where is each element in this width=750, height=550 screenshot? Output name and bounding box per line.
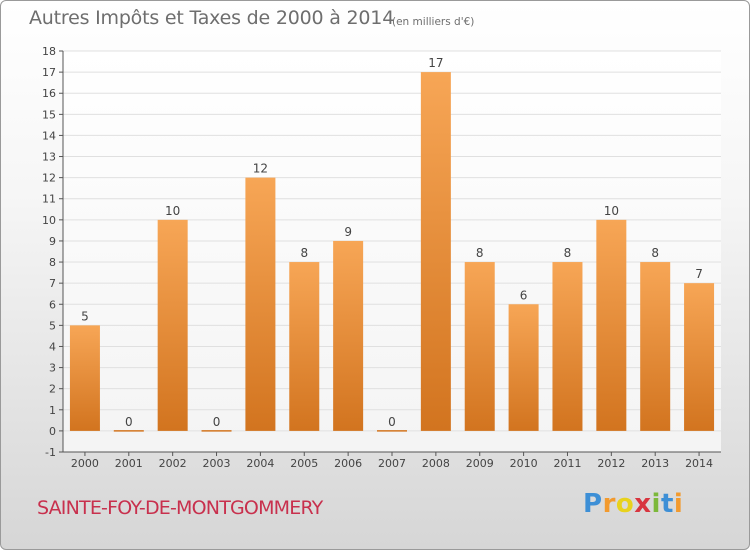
bar (289, 262, 320, 431)
data-label: 10 (604, 204, 619, 218)
chart-title: Autres Impôts et Taxes de 2000 à 2014 (29, 7, 395, 29)
y-tick-label: 10 (42, 214, 56, 227)
bar (640, 262, 671, 431)
y-tick-label: 11 (42, 193, 56, 206)
bar (157, 219, 188, 431)
logo-letter: x (634, 489, 652, 519)
y-tick-label: 13 (42, 151, 56, 164)
y-tick-label: 17 (42, 66, 56, 79)
y-tick-label: 16 (42, 87, 56, 100)
x-tick-label: 2007 (378, 457, 406, 470)
y-tick-label: 7 (49, 277, 56, 290)
logo-letter: i (673, 489, 684, 519)
y-tick-label: 15 (42, 108, 56, 121)
y-tick-label: 8 (49, 256, 56, 269)
data-label: 12 (253, 162, 268, 176)
bar (245, 177, 276, 431)
bar (596, 219, 627, 431)
bar (464, 262, 495, 431)
data-label: 0 (125, 415, 133, 429)
y-tick-label: 3 (49, 362, 56, 375)
y-tick-label: 18 (42, 45, 56, 58)
x-tick-label: 2008 (422, 457, 450, 470)
logo-letter: P (583, 489, 603, 519)
data-label: 8 (651, 246, 659, 260)
y-tick-label: 14 (42, 129, 56, 142)
logo-letter: o (615, 489, 635, 519)
data-label: 0 (213, 415, 221, 429)
logo-letter: r (602, 489, 616, 519)
x-tick-label: 2014 (685, 457, 713, 470)
data-label: 17 (428, 56, 443, 70)
proxiti-logo[interactable]: Proxiti (583, 489, 683, 519)
x-tick-label: 2011 (553, 457, 581, 470)
bar (333, 240, 364, 431)
y-tick-label: -1 (45, 446, 56, 459)
x-tick-label: 2012 (597, 457, 625, 470)
data-label: 8 (564, 246, 572, 260)
bar (684, 283, 715, 431)
data-label: 8 (476, 246, 484, 260)
y-tick-label: 6 (49, 298, 56, 311)
commune-name: SAINTE-FOY-DE-MONTGOMMERY (37, 497, 323, 519)
y-tick-label: 4 (49, 340, 56, 353)
y-tick-label: 12 (42, 172, 56, 185)
x-tick-label: 2001 (115, 457, 143, 470)
data-label: 0 (388, 415, 396, 429)
data-label: 7 (695, 267, 703, 281)
bar (420, 72, 451, 431)
x-tick-label: 2013 (641, 457, 669, 470)
data-label: 6 (520, 288, 528, 302)
x-tick-label: 2002 (159, 457, 187, 470)
bar (69, 325, 100, 431)
chart-subtitle: (en milliers d'€) (392, 16, 475, 28)
data-label: 8 (300, 246, 308, 260)
data-label: 9 (344, 225, 352, 239)
y-tick-label: 9 (49, 235, 56, 248)
y-tick-label: 5 (49, 319, 56, 332)
y-tick-label: 2 (49, 383, 56, 396)
bar (552, 262, 583, 431)
logo-letter: i (651, 489, 661, 519)
x-tick-label: 2003 (203, 457, 231, 470)
data-label: 5 (81, 309, 89, 323)
y-tick-label: 1 (49, 404, 56, 417)
x-tick-label: 2004 (246, 457, 274, 470)
logo-letter: t (660, 489, 674, 519)
x-tick-label: 2009 (466, 457, 494, 470)
bar (508, 304, 539, 431)
x-tick-label: 2000 (71, 457, 99, 470)
x-tick-label: 2006 (334, 457, 362, 470)
x-tick-label: 2010 (510, 457, 538, 470)
data-label: 10 (165, 204, 180, 218)
x-tick-label: 2005 (290, 457, 318, 470)
y-tick-label: 0 (49, 425, 56, 438)
